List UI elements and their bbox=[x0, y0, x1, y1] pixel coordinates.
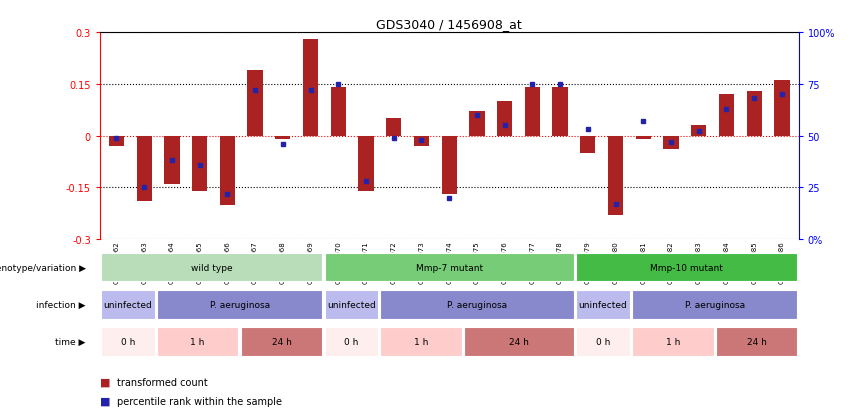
Bar bbox=[576, 290, 630, 319]
Text: 24 h: 24 h bbox=[746, 337, 766, 346]
Bar bbox=[632, 290, 798, 319]
Bar bbox=[774, 81, 790, 136]
Bar bbox=[331, 88, 346, 136]
Bar bbox=[325, 290, 378, 319]
Text: ■: ■ bbox=[100, 377, 110, 387]
Text: 0 h: 0 h bbox=[345, 337, 358, 346]
Text: uninfected: uninfected bbox=[327, 300, 376, 309]
Bar bbox=[220, 136, 235, 205]
Text: uninfected: uninfected bbox=[103, 300, 152, 309]
Text: Mmp-7 mutant: Mmp-7 mutant bbox=[416, 263, 483, 272]
Bar bbox=[580, 136, 595, 154]
Text: 0 h: 0 h bbox=[121, 337, 135, 346]
Text: 24 h: 24 h bbox=[510, 337, 529, 346]
Bar bbox=[358, 136, 373, 191]
Bar bbox=[157, 328, 239, 356]
Bar bbox=[414, 136, 429, 147]
Bar bbox=[576, 253, 798, 282]
Bar bbox=[719, 95, 734, 136]
Text: P. aeruginosa: P. aeruginosa bbox=[685, 300, 745, 309]
Bar bbox=[552, 88, 568, 136]
Bar bbox=[470, 112, 484, 136]
Bar bbox=[608, 136, 623, 216]
Text: percentile rank within the sample: percentile rank within the sample bbox=[117, 396, 282, 406]
Bar bbox=[192, 136, 207, 191]
Bar bbox=[442, 136, 457, 195]
Text: 1 h: 1 h bbox=[666, 337, 680, 346]
Bar bbox=[691, 126, 707, 136]
Bar bbox=[525, 88, 540, 136]
Bar bbox=[497, 102, 512, 136]
Bar bbox=[746, 92, 762, 136]
Bar bbox=[101, 253, 322, 282]
Text: P. aeruginosa: P. aeruginosa bbox=[209, 300, 270, 309]
Bar bbox=[632, 328, 713, 356]
Bar bbox=[240, 328, 322, 356]
Bar bbox=[108, 136, 124, 147]
Bar bbox=[576, 328, 630, 356]
Text: 1 h: 1 h bbox=[414, 337, 429, 346]
Text: 0 h: 0 h bbox=[595, 337, 610, 346]
Bar bbox=[303, 40, 319, 136]
Bar bbox=[247, 71, 263, 136]
Bar bbox=[716, 328, 798, 356]
Text: uninfected: uninfected bbox=[579, 300, 628, 309]
Bar bbox=[157, 290, 322, 319]
Text: transformed count: transformed count bbox=[117, 377, 208, 387]
Bar bbox=[663, 136, 679, 150]
Text: infection ▶: infection ▶ bbox=[36, 300, 86, 309]
Bar bbox=[325, 253, 574, 282]
Bar bbox=[325, 328, 378, 356]
Text: 24 h: 24 h bbox=[272, 337, 292, 346]
Text: ■: ■ bbox=[100, 396, 110, 406]
Bar bbox=[386, 119, 401, 136]
Bar bbox=[101, 328, 155, 356]
Bar bbox=[136, 136, 152, 202]
Text: genotype/variation ▶: genotype/variation ▶ bbox=[0, 263, 86, 272]
Title: GDS3040 / 1456908_at: GDS3040 / 1456908_at bbox=[377, 17, 522, 31]
Bar bbox=[380, 290, 574, 319]
Bar bbox=[464, 328, 574, 356]
Bar bbox=[101, 290, 155, 319]
Text: time ▶: time ▶ bbox=[56, 337, 86, 346]
Text: Mmp-10 mutant: Mmp-10 mutant bbox=[650, 263, 723, 272]
Text: wild type: wild type bbox=[191, 263, 233, 272]
Bar bbox=[380, 328, 462, 356]
Bar bbox=[275, 136, 291, 140]
Text: 1 h: 1 h bbox=[190, 337, 205, 346]
Bar bbox=[635, 136, 651, 140]
Text: P. aeruginosa: P. aeruginosa bbox=[447, 300, 507, 309]
Bar bbox=[164, 136, 180, 185]
